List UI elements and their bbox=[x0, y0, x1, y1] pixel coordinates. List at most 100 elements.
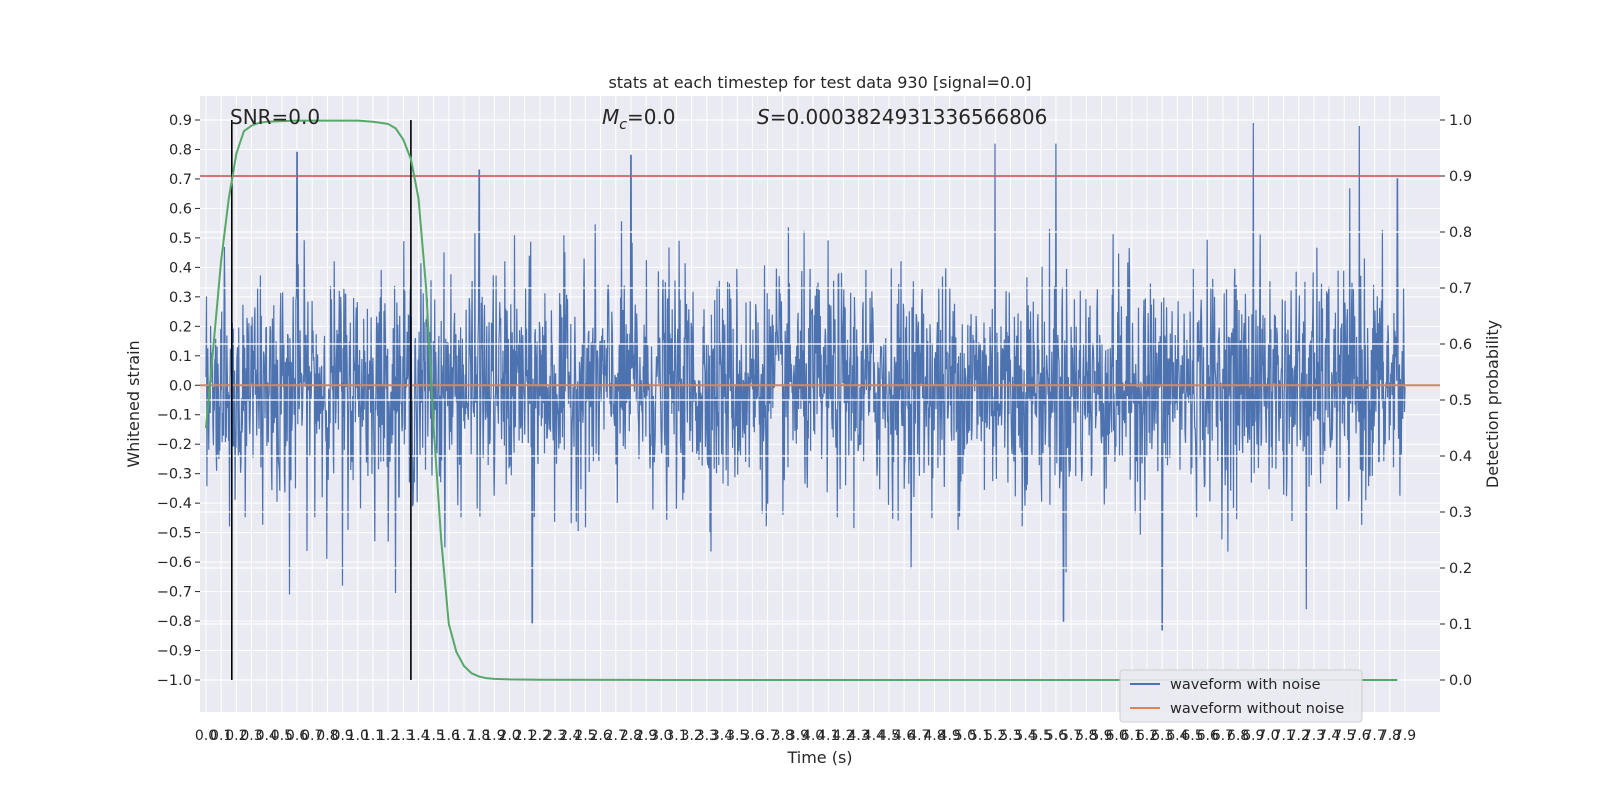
x-tick-label: 6.6 bbox=[1197, 728, 1219, 744]
x-tick-label: 4.2 bbox=[832, 728, 854, 744]
x-tick-label: 6.8 bbox=[1227, 728, 1249, 744]
legend-label-clean: waveform without noise bbox=[1170, 701, 1344, 717]
y-tick-label-left: −0.5 bbox=[157, 526, 192, 542]
y-tick-label-right: 0.6 bbox=[1449, 337, 1472, 353]
x-tick-label: 2.9 bbox=[635, 728, 657, 744]
x-tick-label: 3.0 bbox=[650, 728, 672, 744]
y-tick-label-left: −0.8 bbox=[157, 614, 192, 630]
x-tick-label: 6.5 bbox=[1181, 728, 1203, 744]
x-tick-label: 7.8 bbox=[1379, 728, 1401, 744]
s-annotation: S=0.0003824931336566806 bbox=[757, 105, 1047, 129]
x-tick-label: 2.4 bbox=[559, 728, 581, 744]
x-tick-label: 1.9 bbox=[483, 728, 505, 744]
x-tick-label: 7.0 bbox=[1257, 728, 1279, 744]
x-tick-label: 5.0 bbox=[954, 728, 976, 744]
mc-annotation: Mc=0.0 bbox=[602, 105, 676, 133]
y-tick-label-left: −0.3 bbox=[157, 467, 192, 483]
x-tick-label: 3.9 bbox=[787, 728, 809, 744]
x-tick-label: 1.3 bbox=[392, 728, 414, 744]
x-tick-label: 7.1 bbox=[1272, 728, 1294, 744]
x-tick-label: 7.6 bbox=[1348, 728, 1370, 744]
y-tick-label-left: −1.0 bbox=[157, 673, 192, 689]
x-tick-label: 2.3 bbox=[544, 728, 566, 744]
x-tick-label: 2.8 bbox=[620, 728, 642, 744]
y-tick-label-left: −0.4 bbox=[157, 496, 192, 512]
x-tick-label: 3.6 bbox=[741, 728, 763, 744]
y-tick-label-right: 0.4 bbox=[1449, 449, 1472, 465]
x-axis-label: Time (s) bbox=[786, 748, 852, 767]
x-tick-label: 0.8 bbox=[316, 728, 338, 744]
x-tick-label: 5.1 bbox=[969, 728, 991, 744]
x-tick-label: 0.7 bbox=[301, 728, 323, 744]
y-tick-label-left: −0.9 bbox=[157, 644, 192, 660]
legend-label-noise: waveform with noise bbox=[1170, 677, 1321, 693]
x-tick-label: 3.4 bbox=[711, 728, 733, 744]
x-tick-label: 6.4 bbox=[1166, 728, 1188, 744]
x-tick-label: 1.0 bbox=[347, 728, 369, 744]
x-tick-label: 4.3 bbox=[847, 728, 869, 744]
y-tick-label-right: 0.5 bbox=[1449, 393, 1472, 409]
y-axis-label-right: Detection probability bbox=[1483, 320, 1502, 488]
x-tick-label: 6.0 bbox=[1106, 728, 1128, 744]
x-tick-label: 7.9 bbox=[1394, 728, 1416, 744]
x-tick-label: 7.3 bbox=[1303, 728, 1325, 744]
y-tick-label-right: 0.9 bbox=[1449, 169, 1472, 185]
x-tick-label: 6.7 bbox=[1212, 728, 1234, 744]
x-tick-label: 1.1 bbox=[362, 728, 384, 744]
y-tick-label-left: −0.2 bbox=[157, 437, 192, 453]
x-tick-label: 4.9 bbox=[939, 728, 961, 744]
y-tick-label-left: −0.1 bbox=[157, 408, 192, 424]
x-tick-label: 5.8 bbox=[1075, 728, 1097, 744]
x-tick-label: 1.6 bbox=[438, 728, 460, 744]
x-tick-label: 4.8 bbox=[923, 728, 945, 744]
y-axis-label-left: Whitened strain bbox=[124, 340, 143, 467]
x-tick-label: 3.5 bbox=[726, 728, 748, 744]
noise-series bbox=[205, 122, 1406, 631]
y-tick-label-left: 0.2 bbox=[169, 319, 192, 335]
y-tick-label-left: 0.0 bbox=[169, 378, 192, 394]
x-tick-label: 2.1 bbox=[514, 728, 536, 744]
y-tick-label-left: 0.6 bbox=[169, 201, 192, 217]
x-tick-label: 0.9 bbox=[331, 728, 353, 744]
x-tick-label: 4.1 bbox=[817, 728, 839, 744]
x-tick-label: 2.7 bbox=[605, 728, 627, 744]
x-tick-label: 5.4 bbox=[1014, 728, 1036, 744]
x-tick-label: 5.5 bbox=[1030, 728, 1052, 744]
x-tick-label: 0.2 bbox=[225, 728, 247, 744]
y-tick-label-left: 0.7 bbox=[169, 172, 192, 188]
x-tick-label: 0.4 bbox=[256, 728, 278, 744]
chart-title: stats at each timestep for test data 930… bbox=[608, 73, 1031, 92]
x-tick-label: 7.7 bbox=[1364, 728, 1386, 744]
y-tick-label-left: 0.8 bbox=[169, 142, 192, 158]
x-tick-label: 0.1 bbox=[210, 728, 232, 744]
x-tick-label: 3.8 bbox=[772, 728, 794, 744]
legend-box bbox=[1119, 669, 1363, 723]
x-tick-label: 4.5 bbox=[878, 728, 900, 744]
x-tick-label: 5.2 bbox=[984, 728, 1006, 744]
y-tick-label-right: 0.0 bbox=[1449, 673, 1472, 689]
x-tick-label: 1.4 bbox=[407, 728, 429, 744]
x-tick-label: 0.3 bbox=[240, 728, 262, 744]
x-tick-label: 5.6 bbox=[1045, 728, 1067, 744]
y-ticks-right: 1.0 0.9 0.8 0.7 0.6 0.5 0.4 0.3 0.2 0.1 0.0 bbox=[1440, 113, 1472, 689]
x-tick-label: 1.5 bbox=[423, 728, 445, 744]
x-tick-label: 7.4 bbox=[1318, 728, 1340, 744]
x-tick-label: 1.7 bbox=[453, 728, 475, 744]
x-tick-label: 2.0 bbox=[498, 728, 520, 744]
y-tick-label-left: 0.3 bbox=[169, 290, 192, 306]
x-tick-label: 3.3 bbox=[696, 728, 718, 744]
x-tick-label: 3.2 bbox=[681, 728, 703, 744]
x-tick-label: 0.6 bbox=[286, 728, 308, 744]
x-tick-label: 4.0 bbox=[802, 728, 824, 744]
x-ticks: 0.00.10.20.30.40.50.60.70.80.91.01.11.21… bbox=[195, 728, 1416, 744]
x-tick-label: 5.7 bbox=[1060, 728, 1082, 744]
x-tick-label: 0.0 bbox=[195, 728, 217, 744]
y-tick-label-left: 0.4 bbox=[169, 260, 192, 276]
x-tick-label: 4.6 bbox=[893, 728, 915, 744]
x-tick-label: 3.7 bbox=[756, 728, 778, 744]
y-tick-label-right: 0.1 bbox=[1449, 617, 1472, 633]
x-tick-label: 6.3 bbox=[1151, 728, 1173, 744]
y-tick-label-left: −0.7 bbox=[157, 585, 192, 601]
x-tick-label: 2.5 bbox=[574, 728, 596, 744]
